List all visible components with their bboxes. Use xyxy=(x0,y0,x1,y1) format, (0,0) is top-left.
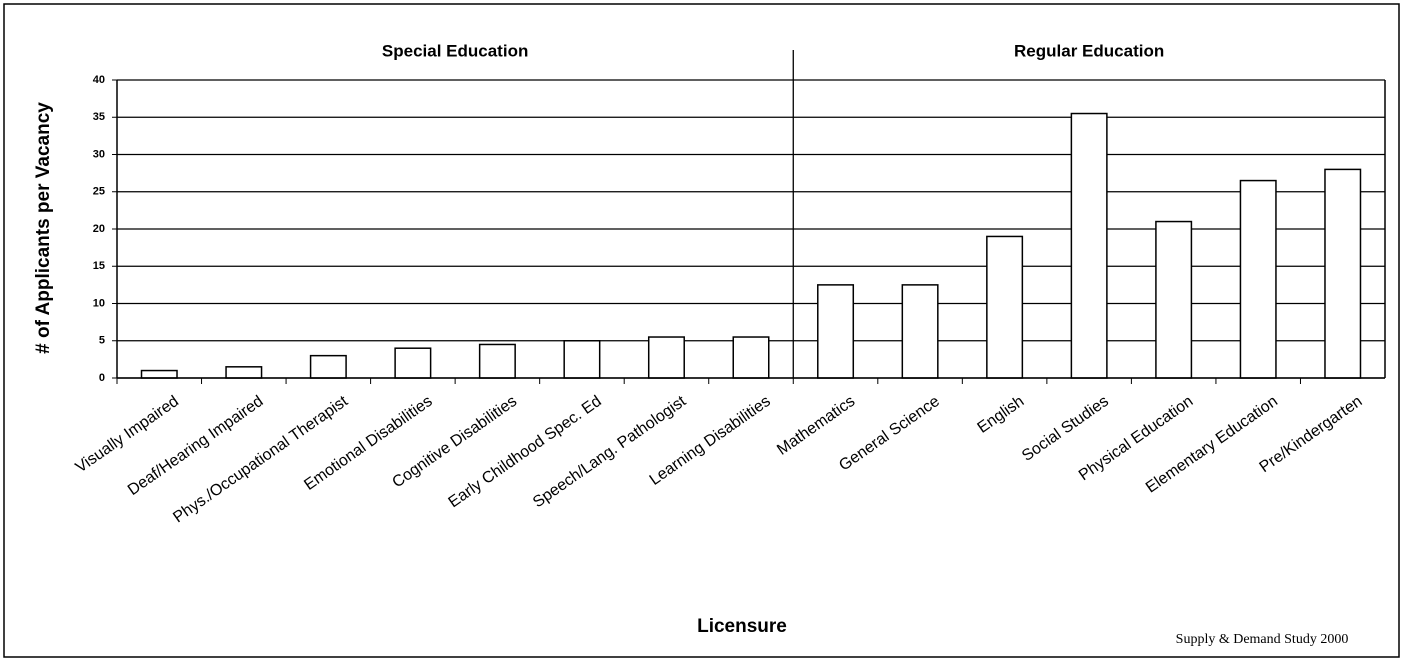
x-tick-label: Phys./Occupational Therapist xyxy=(170,392,351,526)
x-axis-title: Licensure xyxy=(697,616,787,637)
bar xyxy=(1239,179,1277,379)
y-tick-label: 20 xyxy=(93,223,105,235)
y-tick-label: 5 xyxy=(99,335,105,347)
bar xyxy=(986,235,1024,379)
bar xyxy=(1070,112,1108,379)
bar xyxy=(901,284,939,379)
y-tick-label: 35 xyxy=(93,111,105,123)
y-tick-label: 30 xyxy=(93,148,105,160)
x-tick-label: Early Childhood Spec. Ed xyxy=(446,393,605,512)
y-tick-label: 40 xyxy=(93,74,105,86)
group-label: Special Education xyxy=(382,41,528,60)
group-label: Regular Education xyxy=(1014,41,1164,60)
bar xyxy=(394,347,432,379)
x-tick-label: Speech/Lang. Pathologist xyxy=(530,392,690,511)
y-tick-label: 0 xyxy=(99,372,105,384)
x-tick-label: Deaf/Hearing Impaired xyxy=(125,393,267,499)
bar xyxy=(647,336,685,379)
y-tick-label: 10 xyxy=(93,297,105,309)
bar xyxy=(478,343,516,379)
y-tick-label: 15 xyxy=(93,260,105,272)
frame xyxy=(3,3,1400,658)
bar xyxy=(140,369,178,379)
bar xyxy=(1155,220,1193,379)
bar xyxy=(225,366,263,379)
bar xyxy=(1324,168,1362,379)
x-tick-label: Mathematics xyxy=(774,393,858,459)
x-tick-label: English xyxy=(975,393,1028,437)
source-note: Supply & Demand Study 2000 xyxy=(1176,632,1349,647)
y-axis-title: # of Applicants per Vacancy xyxy=(33,102,54,354)
y-tick-label: 25 xyxy=(93,186,105,198)
bar xyxy=(732,336,770,379)
bar xyxy=(563,340,601,379)
bar xyxy=(817,284,855,379)
bar xyxy=(309,354,347,379)
